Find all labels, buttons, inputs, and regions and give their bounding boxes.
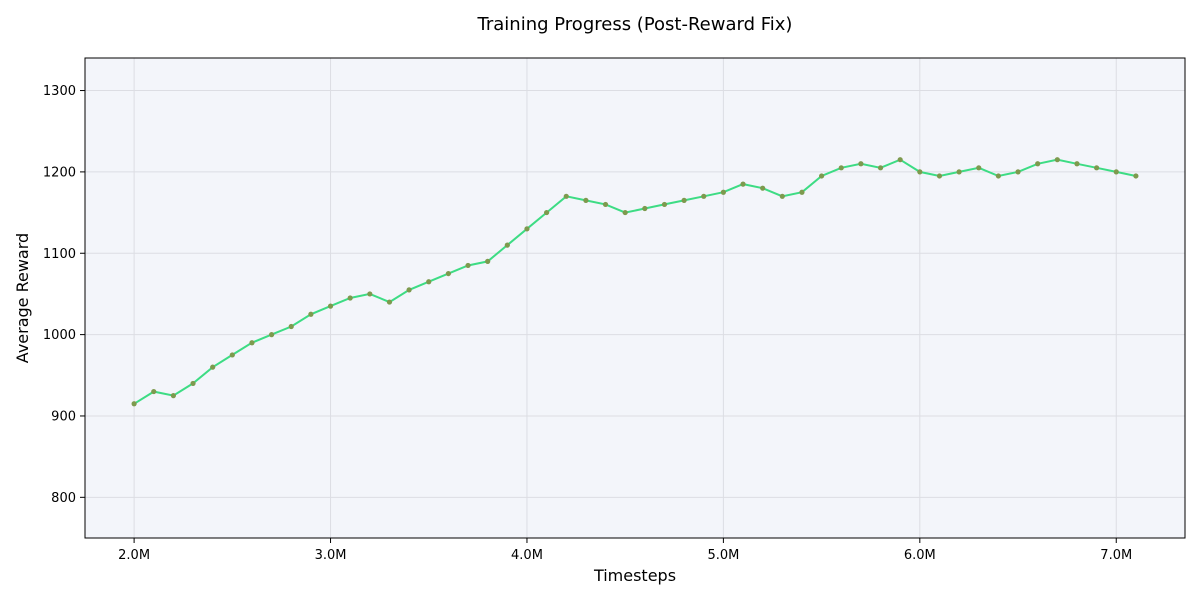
data-point bbox=[877, 165, 884, 171]
data-point bbox=[858, 161, 864, 167]
data-point bbox=[327, 303, 334, 309]
data-point bbox=[1094, 165, 1100, 171]
data-point bbox=[936, 173, 943, 179]
y-tick-label: 1300 bbox=[43, 84, 76, 99]
x-tick-label: 6.0M bbox=[904, 548, 936, 563]
data-point bbox=[524, 226, 530, 232]
data-point bbox=[917, 169, 923, 175]
x-tick-label: 4.0M bbox=[511, 548, 543, 563]
data-point bbox=[386, 299, 393, 305]
data-point bbox=[1054, 157, 1060, 163]
data-point bbox=[544, 209, 550, 216]
data-point bbox=[1074, 161, 1080, 167]
data-point bbox=[190, 380, 196, 387]
data-point bbox=[563, 193, 569, 199]
data-point bbox=[170, 393, 176, 399]
data-point bbox=[308, 311, 314, 317]
data-point bbox=[504, 242, 510, 248]
data-point bbox=[465, 262, 471, 269]
data-point bbox=[661, 201, 668, 208]
grid bbox=[85, 58, 1185, 538]
chart-title: Training Progress (Post-Reward Fix) bbox=[477, 14, 793, 35]
data-point bbox=[681, 197, 687, 203]
y-tick-label: 1200 bbox=[43, 165, 76, 180]
series-line-path bbox=[133, 158, 1137, 405]
data-point bbox=[642, 205, 648, 212]
data-point bbox=[583, 197, 589, 203]
data-point bbox=[602, 201, 609, 208]
x-tick-label: 7.0M bbox=[1100, 548, 1132, 563]
x-tick-label: 2.0M bbox=[118, 548, 150, 563]
data-point bbox=[426, 279, 432, 285]
x-tick-label: 3.0M bbox=[315, 548, 347, 563]
data-point bbox=[269, 332, 275, 338]
y-tick-label: 1100 bbox=[43, 247, 76, 262]
data-point bbox=[131, 401, 137, 407]
y-tick-label: 1000 bbox=[43, 328, 76, 343]
data-point bbox=[406, 287, 412, 293]
data-point bbox=[485, 258, 491, 264]
x-tick-label: 5.0M bbox=[707, 548, 739, 563]
data-point bbox=[347, 295, 353, 301]
data-point bbox=[779, 193, 785, 199]
data-point bbox=[897, 157, 903, 163]
data-point bbox=[701, 193, 707, 199]
data-point bbox=[720, 189, 726, 195]
ticks: 2.0M 3.0M 4.0M 5.0M 6.0M 7.0M 800 900 1000 1100 12… bbox=[43, 84, 1132, 563]
data-point bbox=[1113, 169, 1119, 175]
data-point bbox=[760, 185, 766, 191]
data-point bbox=[1133, 173, 1139, 179]
data-point bbox=[976, 165, 982, 171]
data-point bbox=[210, 364, 216, 370]
x-axis-label: Timesteps bbox=[593, 566, 676, 585]
plot-area bbox=[85, 58, 1185, 538]
data-point bbox=[1035, 161, 1041, 167]
data-point bbox=[367, 291, 373, 297]
y-tick-label: 900 bbox=[51, 409, 76, 424]
data-point bbox=[445, 270, 451, 277]
data-point bbox=[249, 340, 255, 346]
data-point bbox=[288, 323, 294, 330]
series-markers bbox=[131, 157, 1139, 407]
data-point bbox=[799, 189, 805, 195]
y-axis-label: Average Reward bbox=[13, 233, 32, 363]
data-point bbox=[740, 181, 746, 187]
data-point bbox=[995, 173, 1001, 179]
data-point bbox=[1015, 169, 1021, 175]
data-point bbox=[151, 388, 157, 395]
data-point bbox=[229, 352, 235, 358]
data-point bbox=[956, 169, 962, 175]
series-line bbox=[133, 158, 1137, 405]
y-tick-label: 800 bbox=[51, 491, 76, 506]
data-point bbox=[819, 173, 825, 179]
plot-frame bbox=[84, 57, 1186, 539]
data-point bbox=[838, 165, 844, 171]
data-point bbox=[622, 209, 628, 216]
